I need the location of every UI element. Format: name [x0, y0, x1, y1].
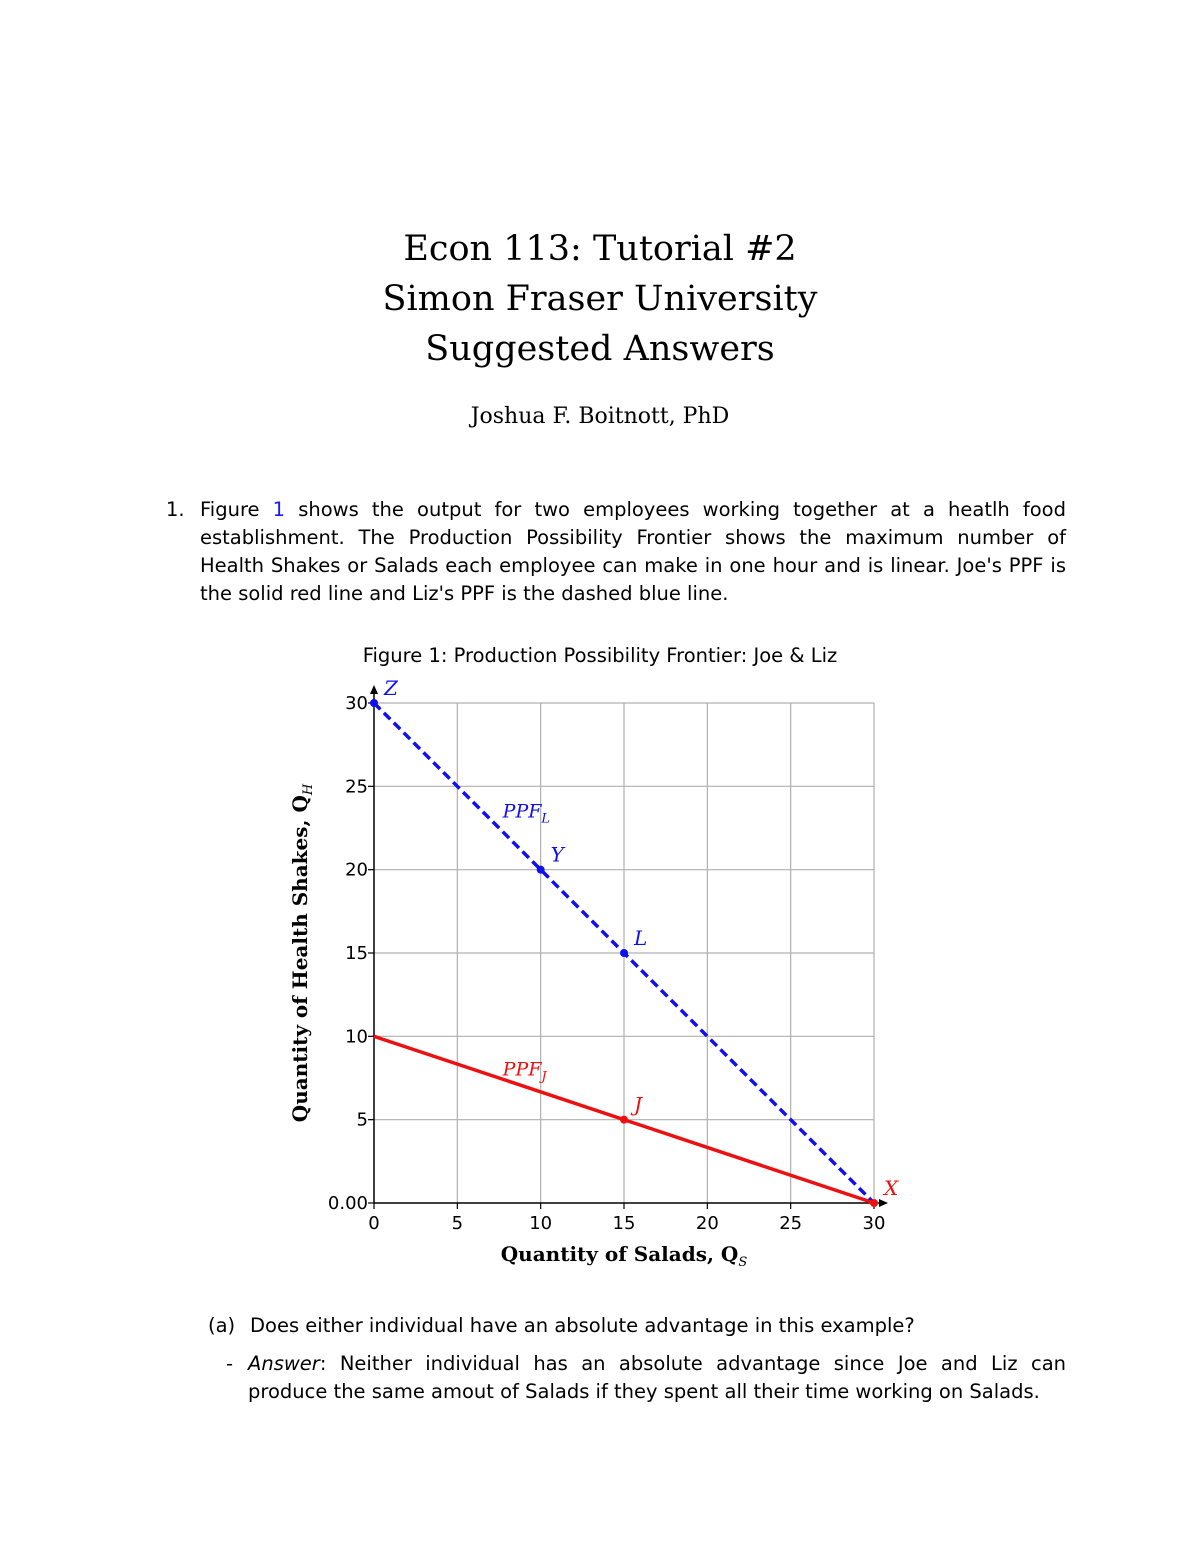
- answer-text: Answer: Neither individual has an absolu…: [248, 1350, 1066, 1406]
- answer-dash: -: [226, 1352, 234, 1375]
- title-block: Econ 113: Tutorial #2 Simon Fraser Unive…: [0, 224, 1200, 374]
- question-1: 1. Figure 1 shows the output for two emp…: [166, 496, 1066, 608]
- subquestion-text: Does either individual have an absolute …: [250, 1314, 915, 1337]
- x-tick-label: 25: [779, 1213, 802, 1234]
- page-title: Econ 113: Tutorial #2: [403, 229, 797, 269]
- point-z: [370, 699, 378, 707]
- x-tick-label: 15: [613, 1213, 636, 1234]
- x-axis-label-subscript: S: [738, 1255, 747, 1270]
- question-text: Figure 1 shows the output for two employ…: [200, 496, 1066, 608]
- x-axis-arrow: [879, 1199, 888, 1207]
- answer-body: : Neither individual has an absolute adv…: [248, 1352, 1066, 1403]
- page-subtitle: Simon Fraser University: [382, 279, 818, 319]
- point-label-y: Y: [551, 843, 566, 867]
- series-label-l: PPFL: [502, 800, 550, 826]
- y-tick-label: 25: [345, 776, 368, 797]
- answer-a: - Answer: Neither individual has an abso…: [226, 1350, 1066, 1406]
- y-tick-label: 20: [345, 860, 368, 881]
- subquestion-a: (a) Does either individual have an absol…: [208, 1312, 1068, 1340]
- question-text-before-link: Figure: [200, 498, 273, 521]
- point-label-l: L: [633, 926, 647, 950]
- y-tick-label: 5: [357, 1110, 368, 1131]
- y-axis-arrow: [370, 685, 378, 694]
- author: Joshua F. Boitnott, PhD: [470, 404, 730, 429]
- y-tick-label: 15: [345, 943, 368, 964]
- y-tick-label: 10: [345, 1026, 368, 1047]
- question-text-after-link: shows the output for two employees worki…: [200, 498, 1066, 605]
- point-label-z: Z: [383, 676, 399, 700]
- series-label-j: PPFJ: [502, 1059, 548, 1085]
- x-tick-label: 30: [863, 1213, 886, 1234]
- y-axis-label: Quantity of Health Shakes, QH: [288, 783, 316, 1122]
- point-label-x: X: [882, 1176, 899, 1200]
- point-x: [870, 1199, 878, 1207]
- series-label-subscript: J: [538, 1070, 547, 1085]
- answer-label: Answer: [248, 1352, 320, 1375]
- point-label-j: J: [630, 1093, 643, 1117]
- y-axis-label-subscript: H: [301, 783, 316, 796]
- series-label-subscript: L: [540, 811, 550, 826]
- x-axis-label: Quantity of Salads, QS: [501, 1242, 748, 1270]
- figure-link[interactable]: 1: [272, 498, 286, 521]
- ppf-chart: 0 5 10 15 20 25 30 0.00 5 10 15 20 25 30 PPFL PPFJ Z Y L J X…: [288, 676, 899, 1270]
- point-j: [620, 1115, 628, 1124]
- x-tick-label: 0: [368, 1213, 379, 1234]
- y-tick-label: 30: [345, 693, 368, 714]
- subquestion-label: (a): [208, 1314, 236, 1337]
- page-subtitle-2: Suggested Answers: [425, 329, 775, 369]
- x-tick-label: 20: [696, 1213, 719, 1234]
- figure-caption: Figure 1: Production Possibility Frontie…: [362, 644, 838, 667]
- x-tick-label: 10: [529, 1213, 552, 1234]
- x-tick-label: 5: [452, 1213, 463, 1234]
- question-number: 1.: [166, 498, 185, 521]
- y-tick-label: 0.00: [328, 1193, 368, 1214]
- point-y: [536, 865, 545, 874]
- point-l: [620, 949, 628, 957]
